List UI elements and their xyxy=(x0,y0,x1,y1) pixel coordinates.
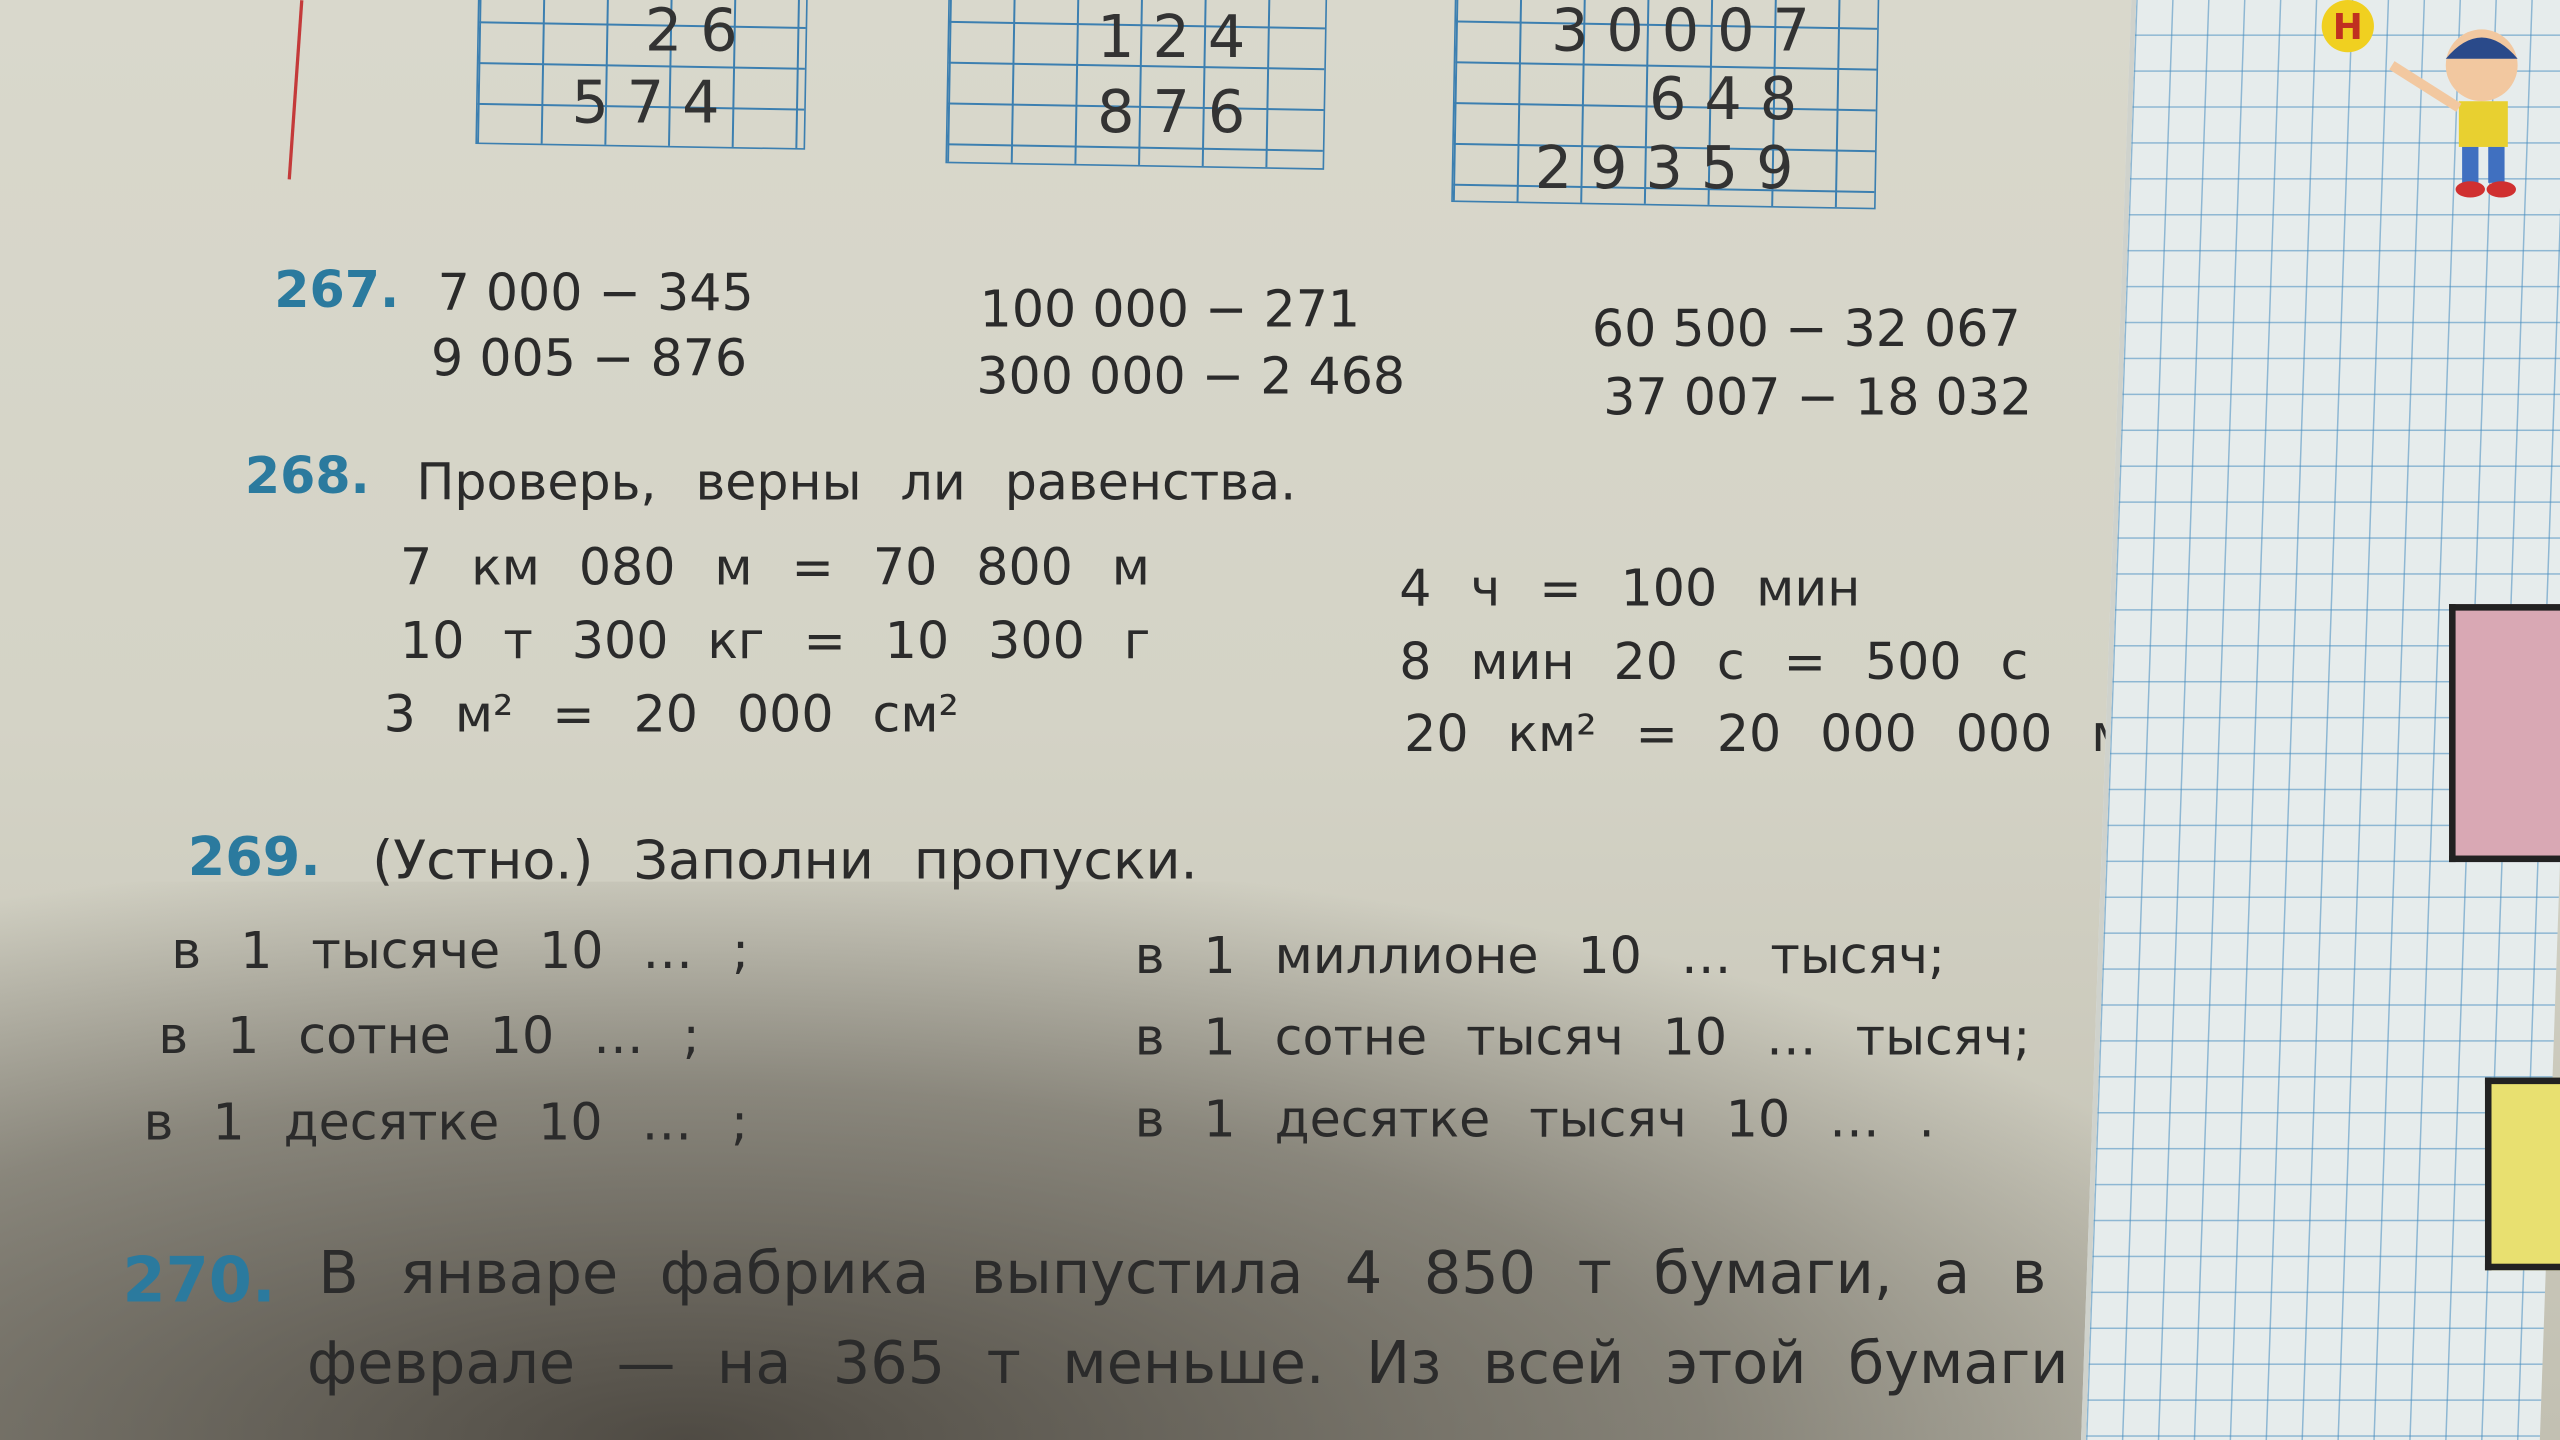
exercise-number: 268. xyxy=(244,447,370,507)
fill-in-line: в 1 сотне тысяч 10 … тысяч; xyxy=(1134,1009,2031,1068)
notebook-drawing xyxy=(2484,1077,2560,1271)
fill-in-line: в 1 миллионе 10 … тысяч; xyxy=(1134,927,1946,987)
grid-digits: 574 xyxy=(571,70,738,138)
exercise-number: 269. xyxy=(187,824,321,889)
exercise-title: (Устно.) Заполни пропуски. xyxy=(372,827,1198,892)
fill-in-line: в 1 десятке тысяч 10 … . xyxy=(1134,1090,1935,1150)
equation: 3 м² = 20 000 см² xyxy=(383,685,959,745)
mascot-boy-icon: Н xyxy=(2321,0,2518,198)
expression: 300 000 − 2 468 xyxy=(976,347,1406,407)
problem-text: В январе фабрика выпустила 4 850 т бумаг… xyxy=(318,1240,2047,1308)
mascot-badge: Н xyxy=(2333,7,2363,48)
expression: 7 000 − 345 xyxy=(437,264,754,324)
expression: 9 005 − 876 xyxy=(431,329,748,389)
equation: 10 т 300 кг = 10 300 г xyxy=(400,612,1151,672)
grid-digits: 26 xyxy=(644,0,756,66)
expression: 37 007 − 18 032 xyxy=(1603,368,2033,428)
grid-digits: 29359 xyxy=(1534,135,1812,203)
equation: 20 км² = 20 000 000 м² xyxy=(1404,705,2150,765)
grid-digits: 124 xyxy=(1097,4,1264,72)
fill-in-line: в 1 десятке 10 … ; xyxy=(143,1093,749,1153)
exercise-number: 270. xyxy=(122,1244,276,1316)
exercise-title: Проверь, верны ли равенства. xyxy=(416,453,1297,513)
exercise-number: 267. xyxy=(274,261,400,321)
hand-shadow xyxy=(0,881,2286,1440)
red-margin-line xyxy=(287,0,304,180)
fill-in-line: в 1 тысяче 10 … ; xyxy=(171,922,750,982)
grid-digits: 30007 xyxy=(1551,0,1828,66)
equation: 8 мин 20 с = 500 с xyxy=(1399,633,2029,693)
fill-in-line: в 1 сотне 10 … ; xyxy=(158,1007,700,1067)
expression: 100 000 − 271 xyxy=(979,280,1361,340)
notebook-drawing xyxy=(2449,604,2560,863)
grid-digits: 876 xyxy=(1097,80,1264,147)
equation: 7 км 080 м = 70 800 м xyxy=(400,538,1150,598)
equation: 4 ч = 100 мин xyxy=(1399,560,1861,619)
expression: 60 500 − 32 067 xyxy=(1591,300,2021,360)
grid-digits: 648 xyxy=(1649,66,1816,134)
problem-text: феврале — на 365 т меньше. Из всей этой … xyxy=(306,1330,2069,1398)
